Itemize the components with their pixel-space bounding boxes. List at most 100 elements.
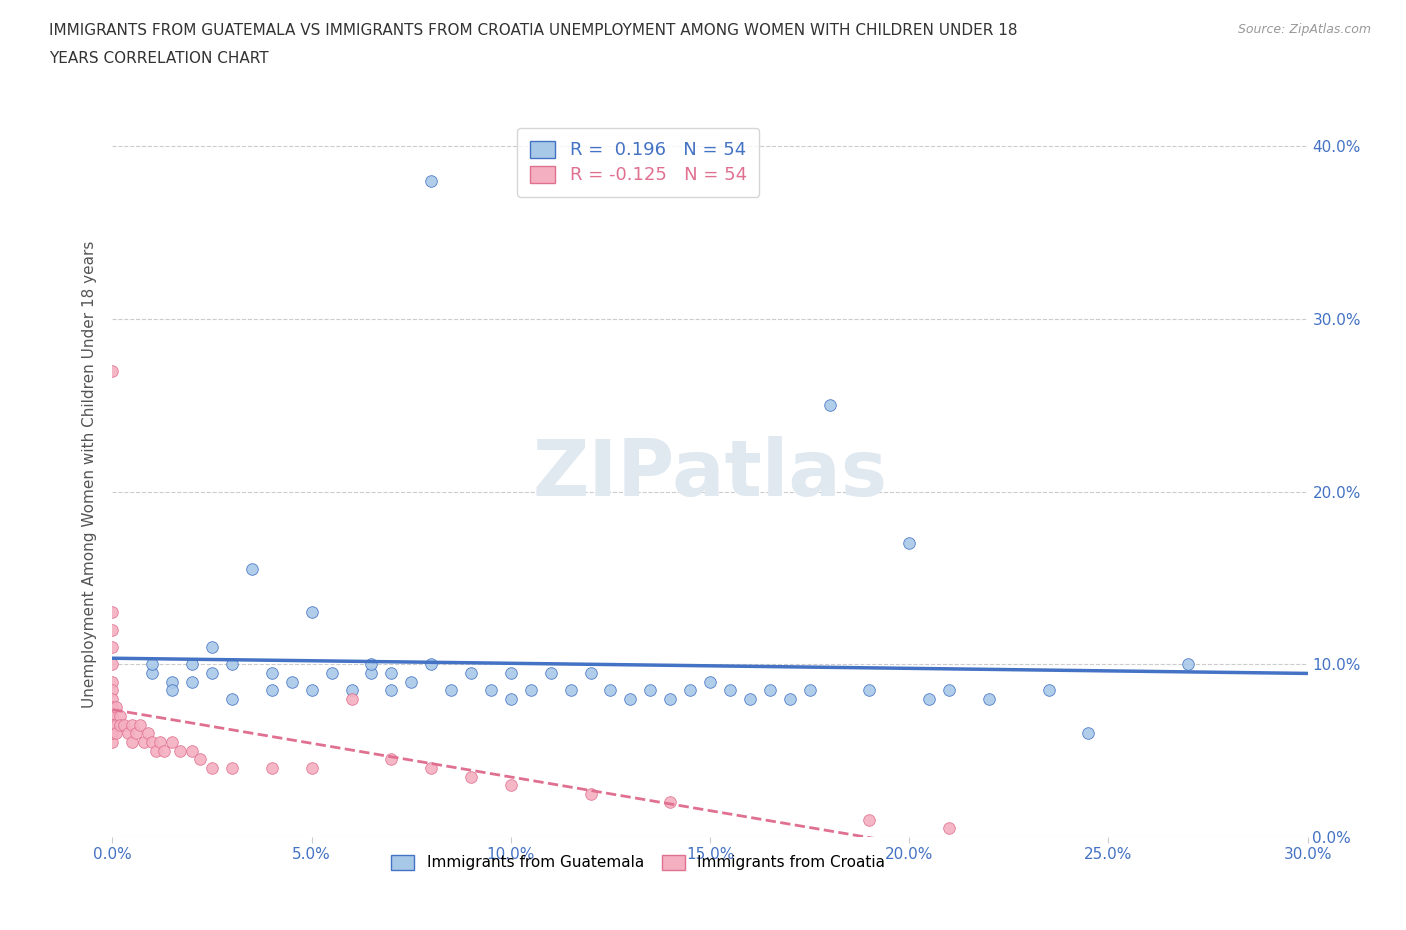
Point: [260, 666, 283, 681]
Point: [181, 674, 204, 689]
Point: [938, 821, 960, 836]
Point: [101, 683, 124, 698]
Point: [153, 743, 176, 758]
Point: [499, 691, 522, 706]
Point: [110, 709, 132, 724]
Point: [1077, 726, 1099, 741]
Point: [181, 657, 204, 671]
Point: [679, 683, 702, 698]
Point: [401, 674, 423, 689]
Point: [101, 674, 124, 689]
Point: [221, 657, 243, 671]
Point: [221, 691, 243, 706]
Point: [579, 787, 602, 802]
Point: [460, 666, 482, 681]
Point: [125, 726, 148, 741]
Point: [145, 743, 167, 758]
Point: [520, 683, 543, 698]
Point: [101, 735, 124, 750]
Point: [141, 657, 163, 671]
Point: [420, 657, 443, 671]
Point: [301, 683, 323, 698]
Point: [105, 717, 128, 732]
Point: [101, 605, 124, 620]
Point: [201, 640, 224, 655]
Point: [129, 717, 152, 732]
Point: [380, 683, 402, 698]
Point: [659, 795, 682, 810]
Point: [121, 735, 143, 750]
Legend: Immigrants from Guatemala, Immigrants from Croatia: Immigrants from Guatemala, Immigrants fr…: [385, 849, 891, 876]
Point: [479, 683, 502, 698]
Point: [201, 666, 224, 681]
Point: [799, 683, 821, 698]
Point: [1177, 657, 1199, 671]
Point: [659, 691, 682, 706]
Point: [101, 717, 124, 732]
Point: [281, 674, 304, 689]
Text: IMMIGRANTS FROM GUATEMALA VS IMMIGRANTS FROM CROATIA UNEMPLOYMENT AMONG WOMEN WI: IMMIGRANTS FROM GUATEMALA VS IMMIGRANTS …: [49, 23, 1018, 38]
Point: [138, 726, 160, 741]
Point: [977, 691, 1000, 706]
Point: [101, 717, 124, 732]
Point: [240, 562, 263, 577]
Point: [201, 761, 224, 776]
Text: ZIPatlas: ZIPatlas: [533, 436, 887, 512]
Point: [162, 735, 183, 750]
Point: [380, 666, 402, 681]
Point: [101, 726, 124, 741]
Point: [101, 717, 124, 732]
Point: [188, 751, 211, 766]
Point: [114, 717, 135, 732]
Point: [718, 683, 741, 698]
Point: [121, 717, 143, 732]
Point: [221, 761, 243, 776]
Point: [105, 726, 128, 741]
Point: [738, 691, 761, 706]
Point: [101, 640, 124, 655]
Text: Source: ZipAtlas.com: Source: ZipAtlas.com: [1237, 23, 1371, 36]
Point: [360, 657, 382, 671]
Point: [162, 683, 183, 698]
Point: [779, 691, 801, 706]
Point: [301, 761, 323, 776]
Point: [579, 666, 602, 681]
Text: YEARS CORRELATION CHART: YEARS CORRELATION CHART: [49, 51, 269, 66]
Point: [134, 735, 156, 750]
Point: [1038, 683, 1060, 698]
Point: [858, 683, 880, 698]
Point: [110, 717, 132, 732]
Point: [162, 674, 183, 689]
Point: [360, 666, 382, 681]
Point: [260, 761, 283, 776]
Point: [540, 666, 562, 681]
Point: [460, 769, 482, 784]
Point: [101, 622, 124, 637]
Point: [169, 743, 191, 758]
Point: [101, 657, 124, 671]
Point: [499, 777, 522, 792]
Point: [380, 751, 402, 766]
Point: [818, 398, 841, 413]
Point: [918, 691, 941, 706]
Point: [117, 726, 139, 741]
Point: [420, 173, 443, 188]
Point: [619, 691, 641, 706]
Y-axis label: Unemployment Among Women with Children Under 18 years: Unemployment Among Women with Children U…: [82, 241, 97, 708]
Point: [340, 683, 363, 698]
Point: [141, 735, 163, 750]
Point: [858, 812, 880, 827]
Point: [101, 726, 124, 741]
Point: [101, 700, 124, 715]
Point: [640, 683, 662, 698]
Point: [321, 666, 343, 681]
Point: [101, 717, 124, 732]
Point: [699, 674, 721, 689]
Point: [101, 709, 124, 724]
Point: [499, 666, 522, 681]
Point: [101, 709, 124, 724]
Point: [181, 743, 204, 758]
Point: [759, 683, 782, 698]
Point: [938, 683, 960, 698]
Point: [898, 536, 921, 551]
